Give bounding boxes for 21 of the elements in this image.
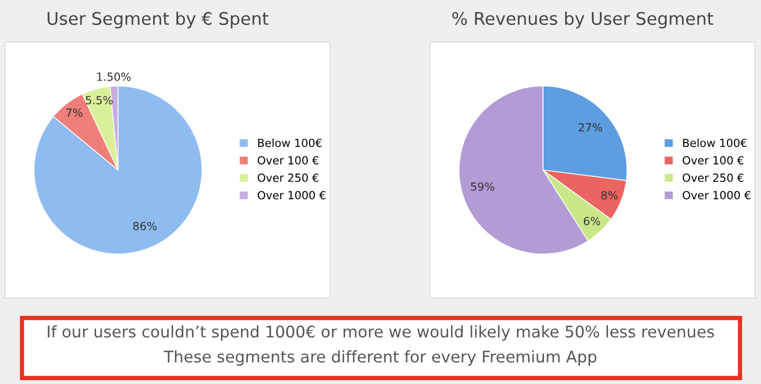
data-label: 8% [601, 191, 618, 200]
text: If our users couldn’t spend 1000€ or more we would likely make 50% less revenues [48, 325, 714, 341]
data-label: 7% [66, 108, 82, 117]
legend-label: Below 100€ [258, 138, 322, 148]
data-label: 1.50% [97, 72, 131, 81]
data-label: 86% [133, 222, 157, 230]
legend-label: Below 100€ [683, 138, 747, 148]
legend-label: Over 1000 € [258, 190, 326, 200]
data-label: 5.5% [86, 96, 113, 104]
chart-title: % Revenues by User Segment [452, 12, 714, 28]
legend-label: Over 250 € [258, 174, 318, 182]
legend-label: Over 250 € [682, 174, 744, 182]
legend-label: Over 100 € [258, 156, 318, 165]
data-label: 27% [578, 123, 602, 132]
data-label: 6% [584, 216, 600, 226]
chart-title: User Segment by € Spent [48, 12, 268, 28]
pie-slice [34, 86, 202, 254]
legend-label: Over 1000 € [682, 190, 750, 200]
legend-label: Over 100 € [682, 156, 744, 165]
data-label: 59% [471, 182, 494, 191]
text: These segments are different for every Freemium App [164, 350, 596, 366]
